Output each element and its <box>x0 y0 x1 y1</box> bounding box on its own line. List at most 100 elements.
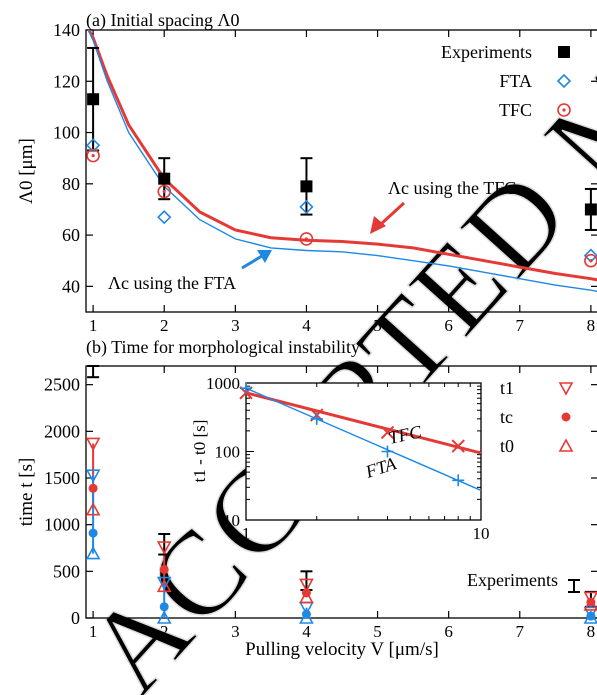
b-ytick-label: 1000 <box>44 515 80 535</box>
panel-b-marks <box>85 365 597 624</box>
panel-a-title: (a) Initial spacing Λ0 <box>86 10 240 31</box>
a-point-experiments <box>300 180 313 193</box>
panel-a-annotations: Λc using the TFC Λc using the FTA <box>108 178 516 293</box>
b-ytick-label: 500 <box>53 561 80 581</box>
a-ytick-label: 40 <box>62 276 80 296</box>
b-point-tc <box>88 483 98 493</box>
a-legend-marker <box>557 103 571 117</box>
panel-b-xlabel: Pulling velocity V [μm/s] <box>245 639 439 660</box>
b-experiment-errorbar <box>300 570 313 591</box>
a-ytick-label: 60 <box>62 225 80 245</box>
inset-ytick-label: 1000 <box>206 374 240 393</box>
a-point-tfc <box>584 253 597 268</box>
a-ytick-label: 120 <box>53 71 80 91</box>
inset-point-tfc <box>451 439 465 453</box>
panel-a-ylabel: Λ0 [μm] <box>16 138 37 204</box>
a-curve-tfc <box>87 30 597 282</box>
a-point-experiments <box>87 93 100 106</box>
inset-point-fta <box>381 445 394 458</box>
b-xtick-label: 7 <box>516 622 525 641</box>
b-ytick-label: 1500 <box>44 468 80 488</box>
inset-point-fta <box>240 382 252 395</box>
inset-point-fta <box>452 474 465 487</box>
panel-a-curves <box>87 30 597 293</box>
a-ytick-label: 100 <box>53 123 80 143</box>
b-point-t0 <box>299 610 314 624</box>
b-ytick-label: 0 <box>71 608 80 628</box>
inset-xtick-label: 1 <box>242 524 251 543</box>
a-point-fta <box>85 138 101 153</box>
a-xtick-label: 5 <box>373 316 382 335</box>
b-ytick-label: 2000 <box>44 421 80 441</box>
panel-b-ticks: 1 2 3 4 5 6 7 8 0 500 1000 1500 2000 2500 <box>44 366 597 641</box>
b-point-t0 <box>156 578 172 593</box>
a-point-fta <box>157 210 172 225</box>
a-point-tfc-ring <box>86 148 100 163</box>
a-point-experiments <box>158 172 171 185</box>
b-point-t1 <box>156 576 172 591</box>
b-legend-errorbar-v <box>568 579 580 593</box>
a-xtick-label: 4 <box>302 316 311 335</box>
a-xtick-label: 6 <box>444 316 453 335</box>
b-legend-marker <box>558 382 574 396</box>
a-point-tfc <box>157 184 172 199</box>
a-point-tfc-ring <box>299 232 314 246</box>
b-xtick-label: 6 <box>444 622 453 641</box>
b-xtick-label: 4 <box>302 622 311 641</box>
inset-xtick-label: 10 <box>473 524 490 543</box>
a-xtick-label: 7 <box>516 316 525 335</box>
a-arrow-fta-head <box>257 250 272 263</box>
a-point-tfc <box>86 148 100 163</box>
b-xtick-label: 5 <box>373 622 382 641</box>
b-point-tc <box>159 602 169 612</box>
b-point-t0 <box>299 589 314 604</box>
a-xtick-label: 3 <box>231 316 240 335</box>
b-xtick-label: 2 <box>160 622 169 641</box>
b-point-t1 <box>299 578 314 593</box>
a-legend-label: FTA <box>499 71 532 91</box>
inset-ylabel: t1 - t0 [s] <box>190 420 209 483</box>
panel-b-frame <box>85 365 597 619</box>
a-arrow-fta-shaft <box>241 254 263 270</box>
inset-fit-fta <box>245 387 482 492</box>
b-point-tc <box>586 611 596 621</box>
inset-point-fta <box>310 412 323 425</box>
panel-a-legend: Experiments FTA TFC <box>441 42 572 120</box>
a-xtick-label: 1 <box>89 316 98 335</box>
inset-fit-tfc <box>245 391 482 455</box>
a-arrow-tfc-shaft <box>378 201 406 227</box>
a-ytick-label: 140 <box>53 20 80 40</box>
a-legend-label: TFC <box>499 100 532 120</box>
a-point-tfc-dot <box>91 154 95 158</box>
b-legend-label: t1 <box>500 378 514 398</box>
b-xtick-label: 8 <box>587 622 596 641</box>
a-legend-marker <box>556 73 572 89</box>
a-ytick-label: 80 <box>62 174 80 194</box>
a-point-tfc-dot <box>162 189 166 194</box>
a-point-tfc <box>299 232 314 246</box>
a-arrow-tfc-head <box>370 216 386 234</box>
a-legend-label: Experiments <box>441 42 532 62</box>
panel-b-title: (b) Time for morphological instability <box>86 337 360 358</box>
b-point-t1 <box>583 591 597 606</box>
panel-b-ylabel: time t [s] <box>16 458 37 527</box>
b-point-tc <box>88 528 98 538</box>
b-legend-marker <box>558 438 574 452</box>
b-point-t0 <box>583 597 597 611</box>
panel-b: (b) Time for morphological instability t… <box>16 337 597 660</box>
a-legend-marker-ring <box>557 103 571 117</box>
b-xtick-label: 1 <box>89 622 98 641</box>
b-point-t1 <box>85 469 101 483</box>
b-point-t0 <box>156 610 172 624</box>
panel-b-legend: t1 tc t0 Experiments <box>467 378 580 593</box>
a-point-tfc-ring <box>157 184 172 199</box>
b-point-t1 <box>156 541 172 555</box>
a-curve-label-fta: Λc using the FTA <box>108 273 236 293</box>
b-point-t0 <box>85 502 101 516</box>
b-point-t1 <box>85 437 101 452</box>
b-point-tc <box>159 564 169 574</box>
b-point-t0 <box>583 610 597 624</box>
